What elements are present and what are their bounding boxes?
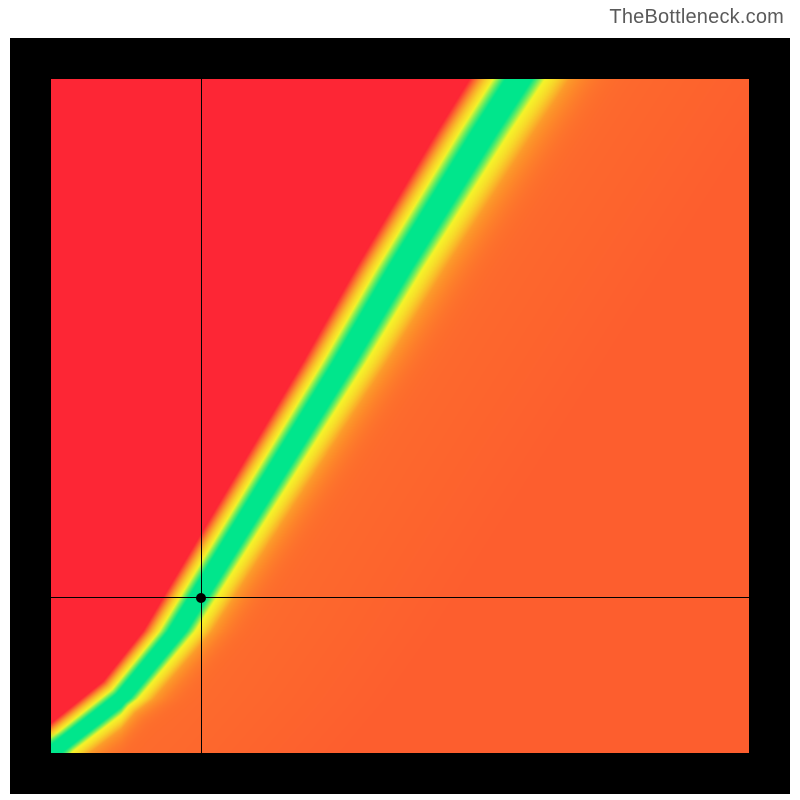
crosshair-horizontal xyxy=(51,597,749,598)
watermark-text: TheBottleneck.com xyxy=(609,6,784,29)
chart-container: TheBottleneck.com xyxy=(0,0,800,800)
crosshair-dot xyxy=(196,593,206,603)
crosshair-vertical xyxy=(201,79,202,753)
heatmap-area xyxy=(51,79,749,753)
heatmap-canvas xyxy=(51,79,749,753)
